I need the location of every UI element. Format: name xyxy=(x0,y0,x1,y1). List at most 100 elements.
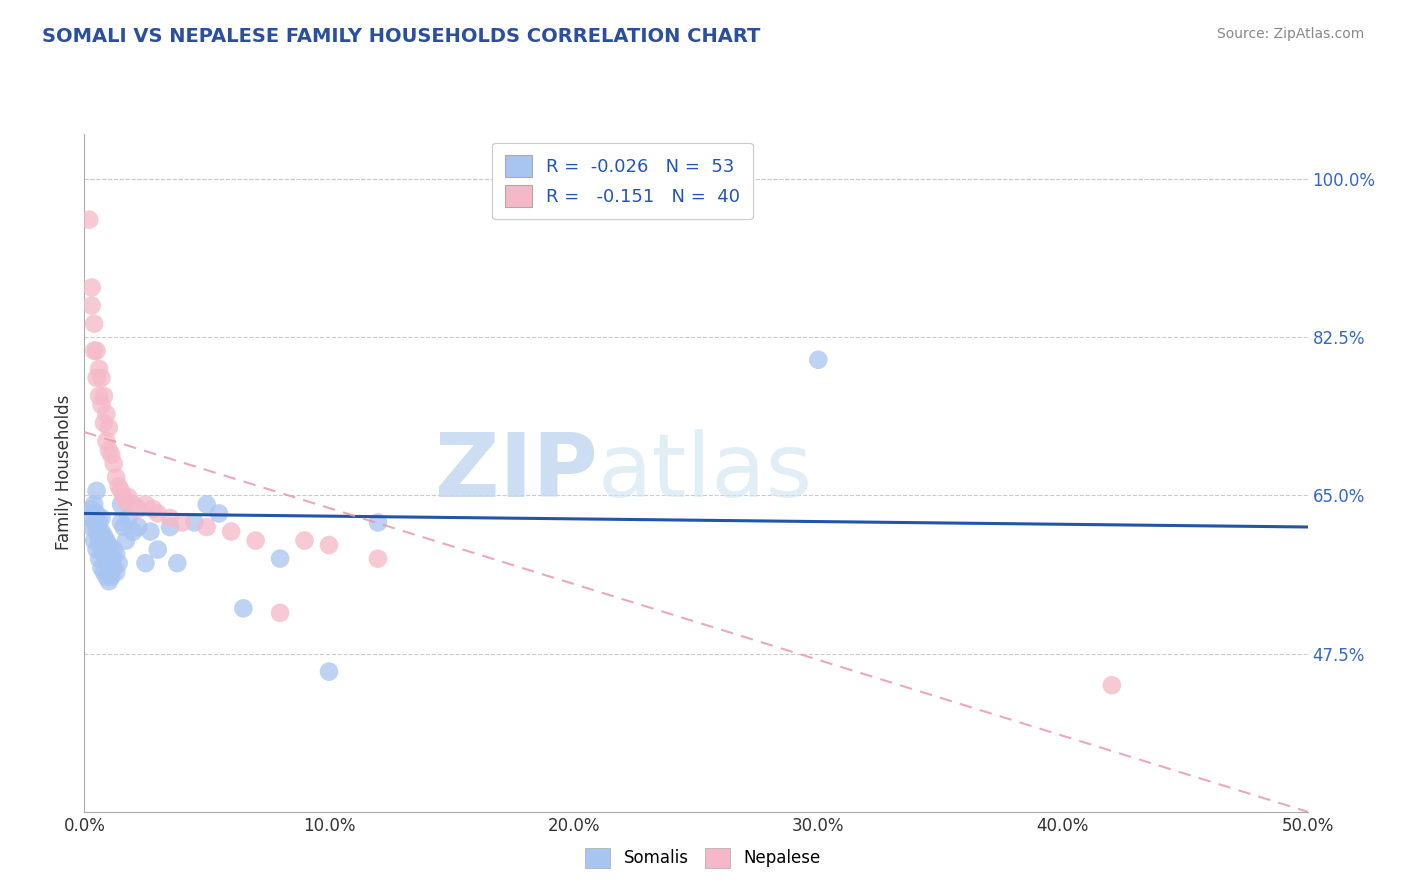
Point xyxy=(105,565,128,579)
Point xyxy=(97,443,120,458)
Point xyxy=(80,502,103,516)
Point xyxy=(135,497,157,511)
Point xyxy=(80,520,103,534)
Point xyxy=(183,516,205,530)
Point xyxy=(96,533,118,548)
Point xyxy=(269,606,291,620)
Legend: Somalis, Nepalese: Somalis, Nepalese xyxy=(578,841,828,875)
Point xyxy=(367,551,389,566)
Point xyxy=(97,538,120,552)
Point xyxy=(318,538,340,552)
Point xyxy=(135,556,157,570)
Point xyxy=(219,524,242,539)
Point xyxy=(100,448,122,462)
Point xyxy=(110,483,132,498)
Point xyxy=(86,343,108,358)
Point xyxy=(96,551,118,566)
Point xyxy=(122,524,145,539)
Point xyxy=(87,389,110,403)
Point xyxy=(208,507,231,521)
Point xyxy=(90,511,112,525)
Point xyxy=(110,516,132,530)
Point xyxy=(87,361,110,376)
Point xyxy=(100,570,122,584)
Text: Source: ZipAtlas.com: Source: ZipAtlas.com xyxy=(1216,27,1364,41)
Point xyxy=(97,556,120,570)
Point xyxy=(86,371,108,385)
Point xyxy=(142,502,165,516)
Point xyxy=(97,420,120,434)
Text: ZIP: ZIP xyxy=(436,429,598,516)
Point xyxy=(80,280,103,294)
Point xyxy=(122,497,145,511)
Point xyxy=(93,529,115,543)
Point xyxy=(90,560,112,574)
Text: atlas: atlas xyxy=(598,429,813,516)
Point xyxy=(87,533,110,548)
Point xyxy=(110,497,132,511)
Point xyxy=(86,507,108,521)
Point xyxy=(367,516,389,530)
Point xyxy=(117,490,139,504)
Point xyxy=(103,542,125,557)
Point xyxy=(93,389,115,403)
Point xyxy=(96,434,118,449)
Point xyxy=(83,317,105,331)
Text: SOMALI VS NEPALESE FAMILY HOUSEHOLDS CORRELATION CHART: SOMALI VS NEPALESE FAMILY HOUSEHOLDS COR… xyxy=(42,27,761,45)
Point xyxy=(83,533,105,548)
Point xyxy=(107,556,129,570)
Point xyxy=(77,212,100,227)
Point xyxy=(195,497,218,511)
Point xyxy=(96,570,118,584)
Point xyxy=(127,502,149,516)
Point xyxy=(115,495,138,509)
Point xyxy=(159,520,181,534)
Y-axis label: Family Households: Family Households xyxy=(55,395,73,550)
Point xyxy=(139,524,162,539)
Point xyxy=(93,547,115,561)
Point xyxy=(105,470,128,484)
Point xyxy=(87,516,110,530)
Point xyxy=(232,601,254,615)
Point xyxy=(105,547,128,561)
Point xyxy=(269,551,291,566)
Point xyxy=(146,507,169,521)
Point xyxy=(96,407,118,421)
Point xyxy=(318,665,340,679)
Point xyxy=(93,565,115,579)
Point xyxy=(90,398,112,412)
Point xyxy=(87,551,110,566)
Point xyxy=(90,371,112,385)
Point xyxy=(245,533,267,548)
Point xyxy=(83,343,105,358)
Point xyxy=(112,490,135,504)
Point xyxy=(103,560,125,574)
Legend: R =  -0.026   N =  53, R =   -0.151   N =  40: R = -0.026 N = 53, R = -0.151 N = 40 xyxy=(492,143,754,219)
Point xyxy=(86,524,108,539)
Point xyxy=(86,483,108,498)
Point xyxy=(83,497,105,511)
Point xyxy=(112,520,135,534)
Point xyxy=(77,511,100,525)
Point xyxy=(80,299,103,313)
Point xyxy=(90,542,112,557)
Point xyxy=(146,542,169,557)
Point xyxy=(195,520,218,534)
Point xyxy=(97,574,120,589)
Point xyxy=(807,352,830,367)
Point xyxy=(107,479,129,493)
Point xyxy=(172,516,194,530)
Point xyxy=(1101,678,1123,692)
Point xyxy=(100,551,122,566)
Point xyxy=(86,542,108,557)
Point xyxy=(117,511,139,525)
Point xyxy=(127,520,149,534)
Point xyxy=(115,533,138,548)
Point xyxy=(103,457,125,471)
Point xyxy=(294,533,316,548)
Point xyxy=(93,416,115,430)
Point xyxy=(159,511,181,525)
Point xyxy=(166,556,188,570)
Point xyxy=(83,516,105,530)
Point xyxy=(90,524,112,539)
